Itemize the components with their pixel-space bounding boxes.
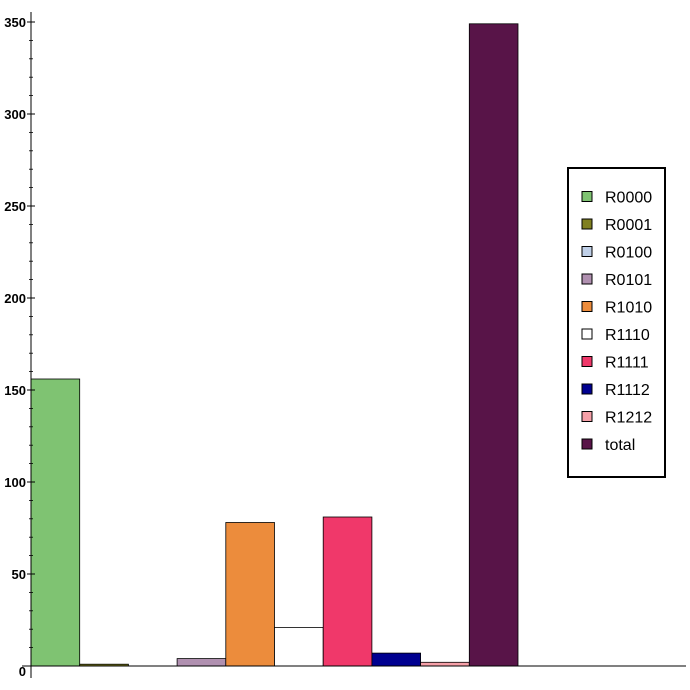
- y-tick-label: 350: [4, 15, 26, 30]
- y-tick-label: 200: [4, 291, 26, 306]
- legend-label-r1212: R1212: [605, 410, 652, 427]
- y-tick-label: 100: [4, 475, 26, 490]
- legend-label-r0101: R0101: [605, 272, 652, 289]
- y-tick-label: 0: [19, 664, 26, 679]
- bar-total: [468, 23, 519, 667]
- bar-r1212: [420, 661, 470, 667]
- legend-swatch-r1010: [581, 301, 593, 312]
- legend-label-r1111: R1111: [605, 355, 649, 372]
- legend-label-r0000: R0000: [605, 190, 652, 207]
- legend-box: [567, 167, 666, 478]
- legend-label-r1112: R1112: [605, 382, 650, 399]
- bar-r1110: [274, 627, 324, 667]
- legend-swatch-r0100: [581, 246, 593, 257]
- legend-swatch-r0000: [581, 191, 593, 202]
- legend-swatch-r1111: [581, 356, 593, 367]
- legend-swatch-r0101: [581, 273, 593, 285]
- bar-r0101: [176, 658, 227, 667]
- legend-label-r1010: R1010: [605, 300, 652, 317]
- bar-r1111: [322, 516, 373, 667]
- y-tick-label: 150: [4, 383, 26, 398]
- y-tick-label: 50: [12, 567, 26, 582]
- legend-swatch-r0001: [581, 218, 593, 230]
- plot-area: [30, 23, 519, 667]
- legend-label-r0100: R0100: [605, 245, 652, 262]
- legend-label-total: total: [605, 437, 635, 454]
- y-tick-label: 300: [4, 107, 26, 122]
- legend-swatch-r1110: [581, 328, 593, 340]
- y-tick-label: 250: [4, 199, 26, 214]
- bar-r1010: [225, 522, 275, 667]
- legend-swatch-r1112: [581, 383, 593, 395]
- bar-r0000: [30, 378, 81, 667]
- legend-swatch-r1212: [581, 411, 593, 422]
- legend-label-r0001: R0001: [605, 217, 652, 234]
- legend-label-r1110: R1110: [605, 327, 650, 344]
- y-axis: 0 50 100 150 200 250 300 350: [4, 12, 35, 679]
- legend: R0000 R0001 R0100 R0101 R1010 R1110 R1111 R1112…: [567, 167, 666, 478]
- bar-r1112: [371, 652, 421, 667]
- legend-swatch-total: [581, 438, 593, 450]
